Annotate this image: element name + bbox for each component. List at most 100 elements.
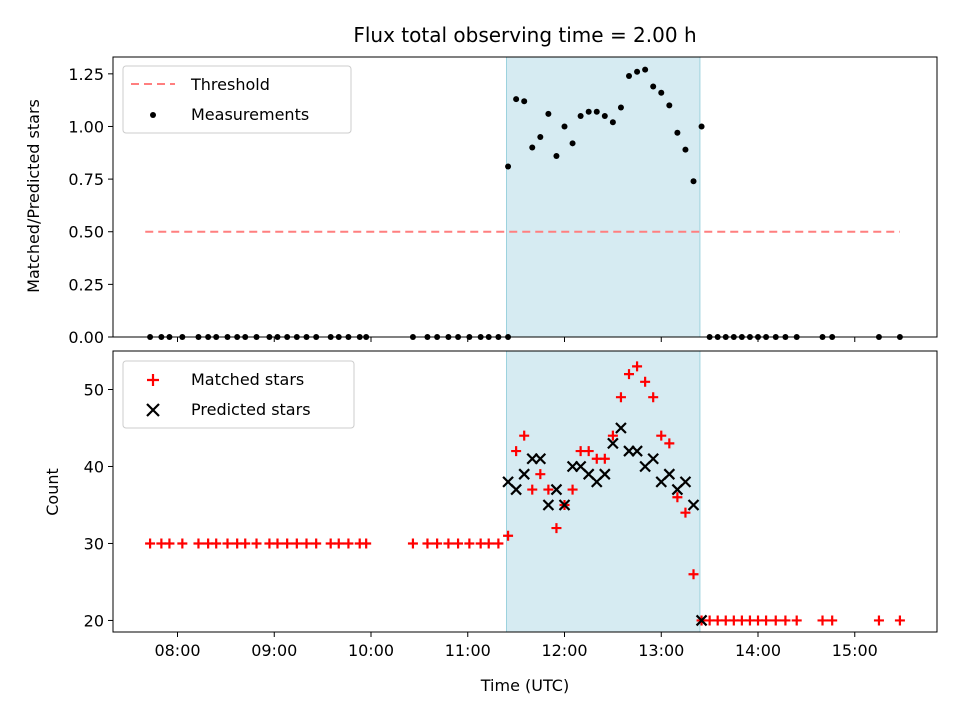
matched-star-marker: [511, 446, 522, 457]
matched-star-marker: [624, 369, 635, 380]
x-tick-label: 09:00: [251, 641, 297, 660]
matched-star-marker: [632, 361, 643, 372]
matched-star-marker: [664, 438, 675, 449]
matched-star-marker: [894, 615, 905, 626]
x-tick-label: 13:00: [638, 641, 684, 660]
matched-star-marker: [656, 430, 667, 441]
matched-star-marker: [343, 538, 354, 549]
matched-star-marker: [873, 615, 884, 626]
measurement-point: [529, 144, 536, 151]
matched-star-marker: [672, 492, 683, 503]
top-legend: Threshold Measurements: [122, 65, 352, 134]
predicted-star-marker: [679, 476, 692, 488]
x-tick-label: 10:00: [348, 641, 394, 660]
legend-measurement-swatch: [150, 112, 156, 118]
matched-star-marker: [464, 538, 475, 549]
measurement-point: [698, 123, 705, 130]
matched-star-marker: [361, 538, 372, 549]
measurement-point: [553, 152, 560, 159]
matched-star-marker: [311, 538, 322, 549]
matched-star-marker: [251, 538, 262, 549]
measurement-point: [650, 83, 657, 90]
x-tick-label: 11:00: [445, 641, 491, 660]
measurement-point: [513, 96, 520, 103]
measurement-point: [577, 112, 584, 119]
measurement-point: [658, 89, 665, 96]
y-tick-label: 0.50: [68, 223, 104, 242]
predicted-star-marker: [510, 483, 522, 496]
legend-threshold-label: Threshold: [190, 75, 270, 94]
legend-predicted-swatch: [146, 403, 160, 417]
matched-star-marker: [680, 507, 691, 518]
top-axes-frame: [112, 56, 938, 338]
predicted-star-marker: [647, 453, 659, 465]
x-tick-label: 15:00: [832, 641, 878, 660]
measurement-point: [601, 112, 608, 119]
y-tick-label: 0.00: [68, 328, 104, 347]
predicted-star-marker: [518, 468, 530, 480]
top-panel: 0.00 0.25 0.50 0.75 1.00 1.25 Threshold Measure…: [68, 56, 938, 347]
matched-star-marker: [443, 538, 454, 549]
matched-star-marker: [453, 538, 464, 549]
measurement-point: [505, 163, 512, 170]
measurement-point: [585, 108, 592, 115]
matched-star-marker: [301, 538, 312, 549]
x-tick-label: 12:00: [541, 641, 587, 660]
legend-box: [122, 360, 355, 429]
legend-predicted-label: Predicted stars: [191, 400, 311, 419]
matched-star-marker: [145, 538, 156, 549]
predicted-star-marker: [631, 445, 643, 457]
measurement-point: [593, 108, 600, 115]
matched-star-marker: [817, 615, 828, 626]
matched-star-marker: [493, 538, 504, 549]
measurement-point: [642, 66, 649, 73]
matched-star-marker: [291, 538, 302, 549]
matched-star-marker: [193, 538, 204, 549]
matched-star-marker: [519, 430, 530, 441]
measurement-point: [521, 98, 528, 105]
predicted-star-marker: [599, 468, 611, 480]
matched-star-marker: [211, 538, 222, 549]
predicted-star-marker: [615, 422, 627, 434]
matched-star-marker: [503, 530, 514, 541]
matched-star-marker: [567, 484, 578, 495]
matched-star-marker: [527, 484, 538, 495]
y-tick-label: 1.00: [68, 117, 104, 136]
matched-star-marker: [407, 538, 418, 549]
bottom-ylabel: Count: [43, 468, 62, 516]
matched-star-marker: [282, 538, 293, 549]
matched-star-marker: [648, 392, 659, 403]
measurement-point: [674, 129, 681, 136]
bottom-axes-frame: [112, 350, 938, 633]
measurement-point: [617, 104, 624, 111]
matched-star-marker: [780, 615, 791, 626]
matched-star-marker: [177, 538, 188, 549]
measurement-point: [569, 140, 576, 147]
y-tick-label: 50: [84, 380, 104, 399]
measurement-point: [537, 134, 544, 140]
measurement-point: [609, 119, 616, 126]
measurement-point: [561, 123, 568, 130]
predicted-star-marker: [695, 614, 708, 627]
predicted-star-marker: [687, 499, 700, 511]
y-tick-label: 0.25: [68, 275, 104, 294]
measurement-point: [690, 178, 697, 185]
matched-star-marker: [483, 538, 494, 549]
matched-star-marker: [333, 538, 344, 549]
bottom-legend: Matched stars Predicted stars: [122, 360, 355, 429]
matched-star-marker: [615, 392, 626, 403]
y-tick-label: 20: [84, 611, 104, 630]
matched-star-marker: [583, 446, 594, 457]
y-tick-label: 0.75: [68, 170, 104, 189]
y-tick-label: 40: [84, 457, 104, 476]
matched-star-marker: [535, 469, 546, 480]
matched-star-marker: [770, 615, 781, 626]
measurement-point: [545, 110, 552, 117]
matched-star-marker: [240, 538, 251, 549]
matched-star-marker: [432, 538, 443, 549]
predicted-star-marker: [534, 453, 547, 465]
matched-star-marker: [272, 538, 283, 549]
x-tick-label: 14:00: [735, 641, 781, 660]
matched-star-marker: [543, 484, 554, 495]
